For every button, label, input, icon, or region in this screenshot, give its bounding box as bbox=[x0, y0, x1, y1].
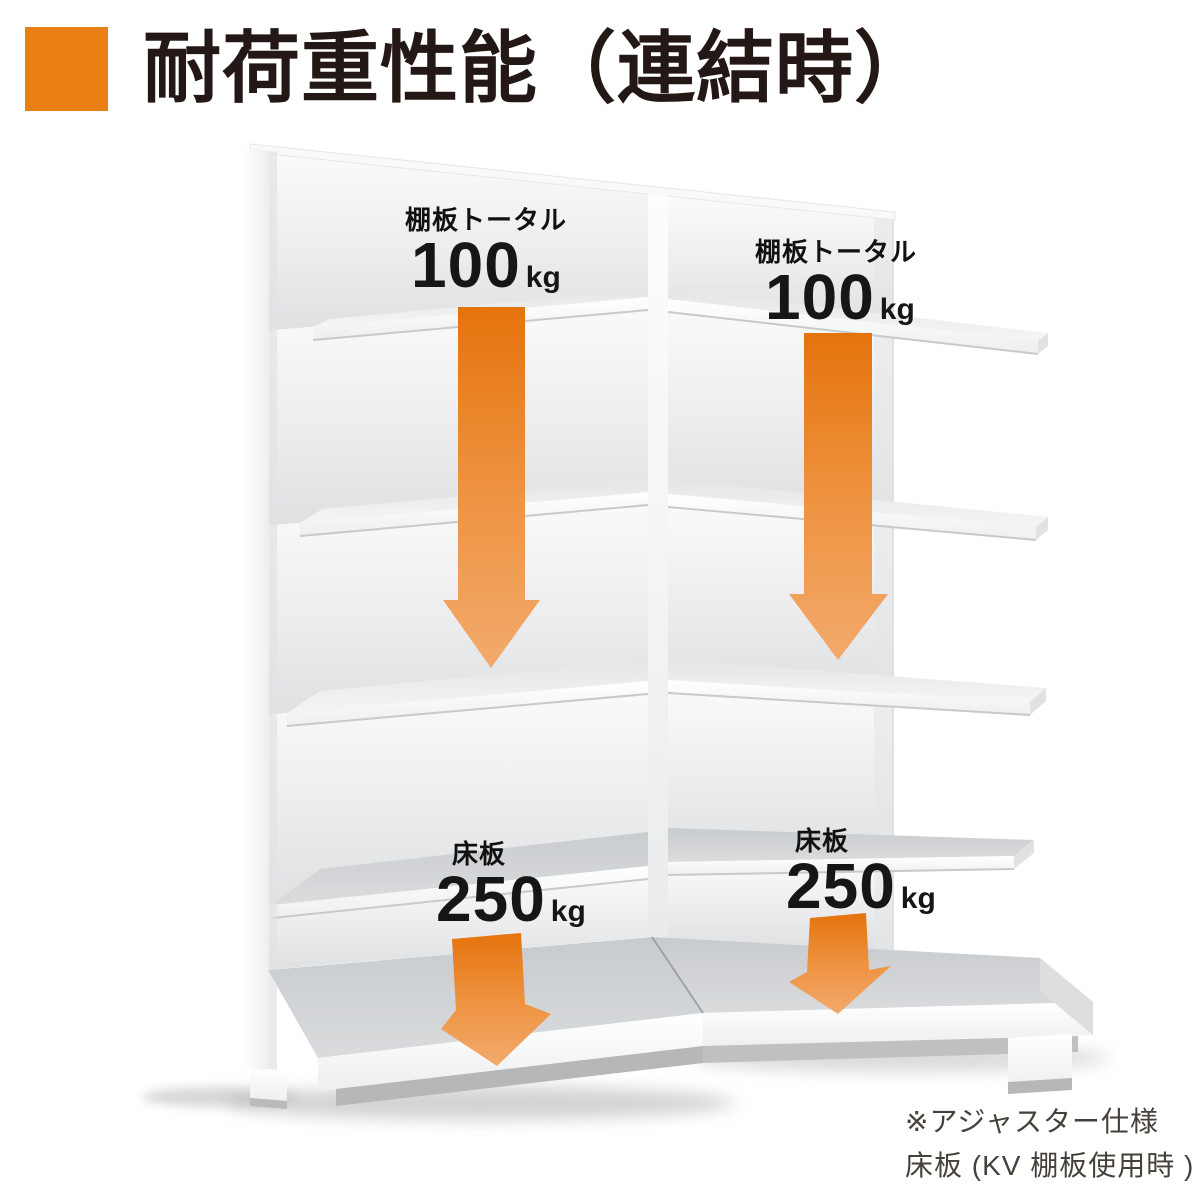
junction-post bbox=[648, 193, 668, 938]
shelf-total-value-right: 100 kg bbox=[765, 265, 915, 329]
back-panel-bay bbox=[668, 196, 893, 325]
floor-board-front-right bbox=[703, 1002, 1093, 1046]
shelf-top bbox=[668, 828, 1034, 862]
down-arrow-icon bbox=[789, 913, 891, 1014]
shelf-top bbox=[272, 832, 648, 905]
floor-board-unit-left: kg bbox=[550, 895, 586, 928]
floor-board-side-right bbox=[1040, 958, 1093, 1035]
shelf-front bbox=[287, 681, 648, 726]
shelf-front bbox=[668, 680, 1030, 715]
shelf-end-face bbox=[1038, 333, 1048, 354]
back-panel-bay bbox=[668, 680, 893, 862]
down-arrow-icon bbox=[443, 307, 540, 668]
page-title: 耐荷重性能（連結時） bbox=[143, 24, 934, 112]
floor-board-number-left: 250 bbox=[436, 863, 546, 935]
shelf-front bbox=[668, 299, 1038, 354]
side-panel-face bbox=[243, 148, 269, 1073]
down-arrow-icon bbox=[441, 933, 551, 1066]
shelf-edge-line bbox=[271, 878, 649, 919]
shelf-total-unit-left: kg bbox=[525, 261, 561, 294]
floor-board-seam bbox=[651, 936, 704, 1014]
side-panel-foot-base bbox=[250, 1098, 287, 1109]
shelf-front bbox=[272, 866, 648, 918]
floor-board-value-right: 250 kg bbox=[786, 854, 936, 918]
shelf-top bbox=[287, 660, 648, 713]
footnote-line-2: 床板 (KV 棚板使用時 ) bbox=[905, 1150, 1195, 1181]
title-accent-square bbox=[25, 27, 108, 111]
base-foot-right bbox=[1008, 1034, 1072, 1086]
floor-board-label-right: 床板 bbox=[795, 826, 850, 856]
load-arrows bbox=[441, 307, 891, 1066]
floor-board-label-left: 床板 bbox=[452, 839, 507, 869]
right-shelves bbox=[667, 289, 1048, 876]
shelf-top bbox=[668, 659, 1046, 702]
down-arrow-icon bbox=[789, 333, 888, 660]
shelf-end-face bbox=[1014, 840, 1034, 869]
shelf-total-label-right: 棚板トータル bbox=[755, 237, 918, 267]
shelf-edge-line bbox=[286, 693, 649, 727]
plinth-left bbox=[336, 1046, 703, 1106]
base-boards bbox=[268, 936, 1093, 1106]
left-side-panel bbox=[243, 148, 287, 1109]
back-panel-right-shading bbox=[874, 217, 893, 950]
shelf-edge-line bbox=[667, 692, 1031, 716]
side-panel-shadow bbox=[269, 151, 277, 1070]
plinth-right bbox=[703, 1036, 1078, 1063]
shelf-end-face bbox=[1036, 517, 1048, 540]
shelf-total-number-left: 100 bbox=[411, 229, 521, 301]
back-panel-bay bbox=[253, 150, 648, 332]
shelf-top bbox=[668, 289, 1048, 341]
footnote: ※アジャスター仕様 床板 (KV 棚板使用時 ) bbox=[905, 1100, 1194, 1188]
floor-board-value-left: 250 kg bbox=[436, 867, 586, 931]
shelf-end-face bbox=[1030, 688, 1046, 715]
side-panel-foot bbox=[250, 1068, 287, 1101]
shelf-total-label-left: 棚板トータル bbox=[405, 205, 568, 235]
floor-board-number-right: 250 bbox=[786, 850, 896, 922]
back-panel-bay bbox=[253, 297, 648, 527]
shelf-total-number-right: 100 bbox=[765, 261, 875, 333]
shelf-total-value-left: 100 kg bbox=[411, 233, 561, 297]
base-foot-right-bottom bbox=[1008, 1078, 1072, 1094]
shelf-total-unit-right: kg bbox=[879, 293, 915, 326]
back-panel-bay bbox=[253, 866, 648, 971]
left-shelves bbox=[271, 289, 649, 919]
shelf-edge-line bbox=[667, 868, 1015, 876]
footnote-line-1: ※アジャスター仕様 bbox=[905, 1106, 1159, 1137]
floor-board-unit-right: kg bbox=[900, 882, 936, 915]
